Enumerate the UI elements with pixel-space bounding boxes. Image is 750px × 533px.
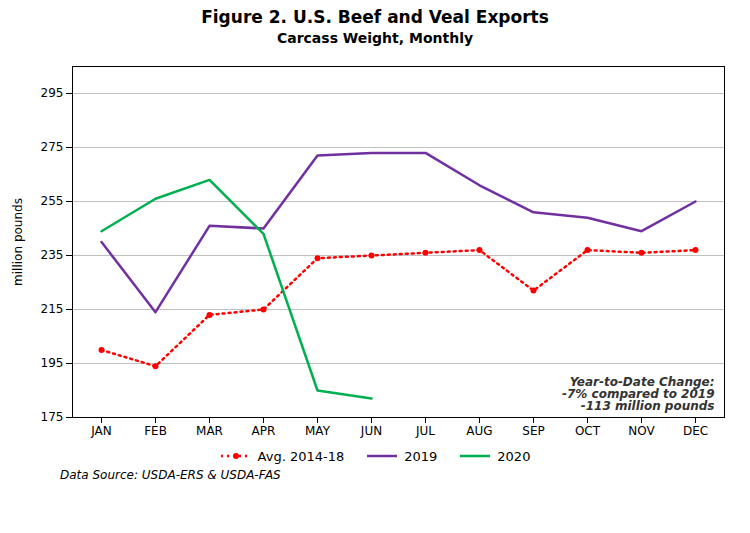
html-text:2020: 2020 xyxy=(497,448,531,464)
svg-text:APR: APR xyxy=(252,424,276,438)
svg-text:OCT: OCT xyxy=(575,424,601,438)
svg-text:175: 175 xyxy=(41,410,64,424)
svg-text:MAY: MAY xyxy=(305,424,331,438)
svg-text:SEP: SEP xyxy=(522,424,544,438)
svg-text:195: 195 xyxy=(41,356,64,370)
svg-text:JUL: JUL xyxy=(415,424,435,438)
html-text:Carcass Weight, Monthly: Carcass Weight, Monthly xyxy=(276,29,474,46)
html-text:2019: 2019 xyxy=(404,448,438,464)
svg-text:AUG: AUG xyxy=(466,424,492,438)
svg-text:MAR: MAR xyxy=(196,424,223,438)
svg-text:NOV: NOV xyxy=(628,424,655,438)
svg-text:JAN: JAN xyxy=(90,424,112,438)
svg-text:255: 255 xyxy=(41,194,64,208)
html-text:Data Source: USDA-ERS & USDA-F: Data Source: USDA-ERS & USDA-FAS xyxy=(60,467,281,482)
svg-text:Year-to-Date Change:-7% compar: Year-to-Date Change:-7% compared to 2019… xyxy=(562,374,714,412)
svg-text:275: 275 xyxy=(41,140,64,154)
svg-text:295: 295 xyxy=(41,86,64,100)
svg-text:FEB: FEB xyxy=(144,424,167,438)
html-text:Avg. 2014-18: Avg. 2014-18 xyxy=(257,448,345,464)
svg-text:JUN: JUN xyxy=(360,424,382,438)
svg-text:235: 235 xyxy=(41,248,64,262)
svg-text:million pounds: million pounds xyxy=(11,198,25,286)
svg-text:215: 215 xyxy=(41,302,64,316)
svg-text:DEC: DEC xyxy=(683,424,708,438)
html-text:Figure 2. U.S. Beef and Veal E: Figure 2. U.S. Beef and Veal Exports xyxy=(201,7,549,27)
